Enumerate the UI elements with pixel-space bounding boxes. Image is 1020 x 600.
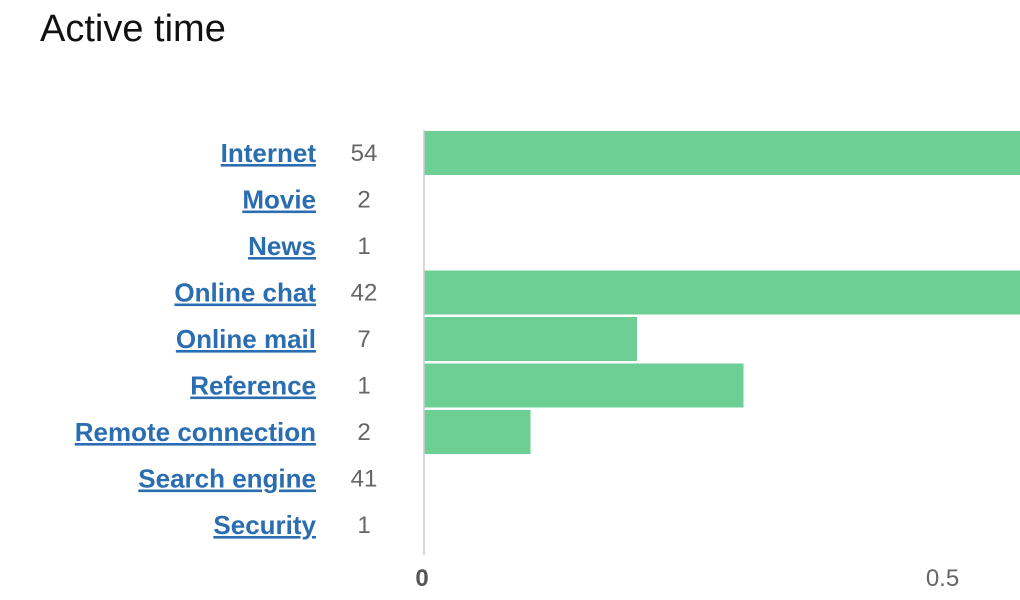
count-label: 1 [357,233,370,260]
count-label: 2 [357,419,370,446]
x-tick-label: 0.5 [926,565,959,592]
bar [424,317,637,361]
category-link[interactable]: Search engine [138,464,316,494]
count-label: 42 [351,280,378,307]
x-tick-label: 0 [415,565,428,592]
count-label: 41 [351,466,378,493]
category-link[interactable]: Internet [221,138,317,168]
count-label: 1 [357,512,370,539]
category-link[interactable]: Movie [242,185,316,215]
count-label: 2 [357,187,370,214]
count-label: 7 [357,326,370,353]
bar [424,410,531,454]
category-link[interactable]: Online chat [174,278,316,308]
count-label: 1 [357,373,370,400]
category-link[interactable]: News [248,231,316,261]
category-link[interactable]: Online mail [176,324,316,354]
bar [424,131,1020,175]
category-link[interactable]: Remote connection [75,417,316,447]
category-link[interactable]: Security [213,510,316,540]
chart-title: Active time [40,8,226,50]
bar [424,270,1020,315]
category-link[interactable]: Reference [190,371,316,401]
count-label: 54 [351,140,378,167]
bar [424,363,744,408]
